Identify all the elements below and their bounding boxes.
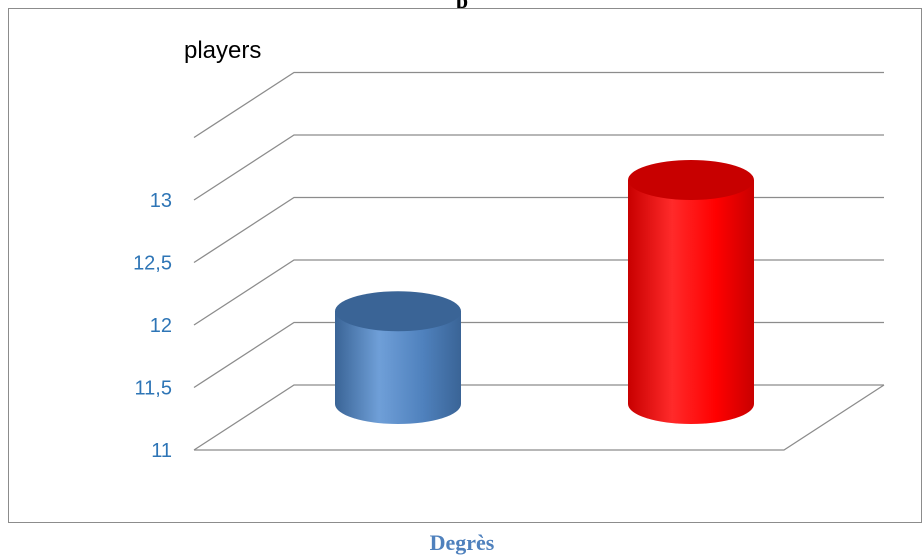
y-tick-label: 11,5 [135,378,172,400]
y-tick-label: 11 [151,440,172,462]
y-tick-label: 13 [150,190,172,212]
y-tick-label: 12,5 [133,253,172,275]
gridline [193,321,884,389]
figure-caption: Degrès [429,530,495,555]
gridline [193,196,884,264]
gridline [193,71,884,139]
gridlines [193,71,885,451]
bar [335,291,461,424]
chart-title: players [184,37,261,64]
chart-canvas: 11 11,5 12 12,5 13 players [133,37,885,462]
chart-frame: 11 11,5 12 12,5 13 players [8,8,922,523]
bar [628,160,754,424]
gridline [193,384,884,451]
bars [335,160,754,424]
floor-edge [194,384,885,451]
gridline [193,259,884,326]
y-axis-ticks: 11 11,5 12 12,5 13 [133,190,172,462]
y-tick-label: 12 [150,315,172,337]
gridline [193,134,884,201]
